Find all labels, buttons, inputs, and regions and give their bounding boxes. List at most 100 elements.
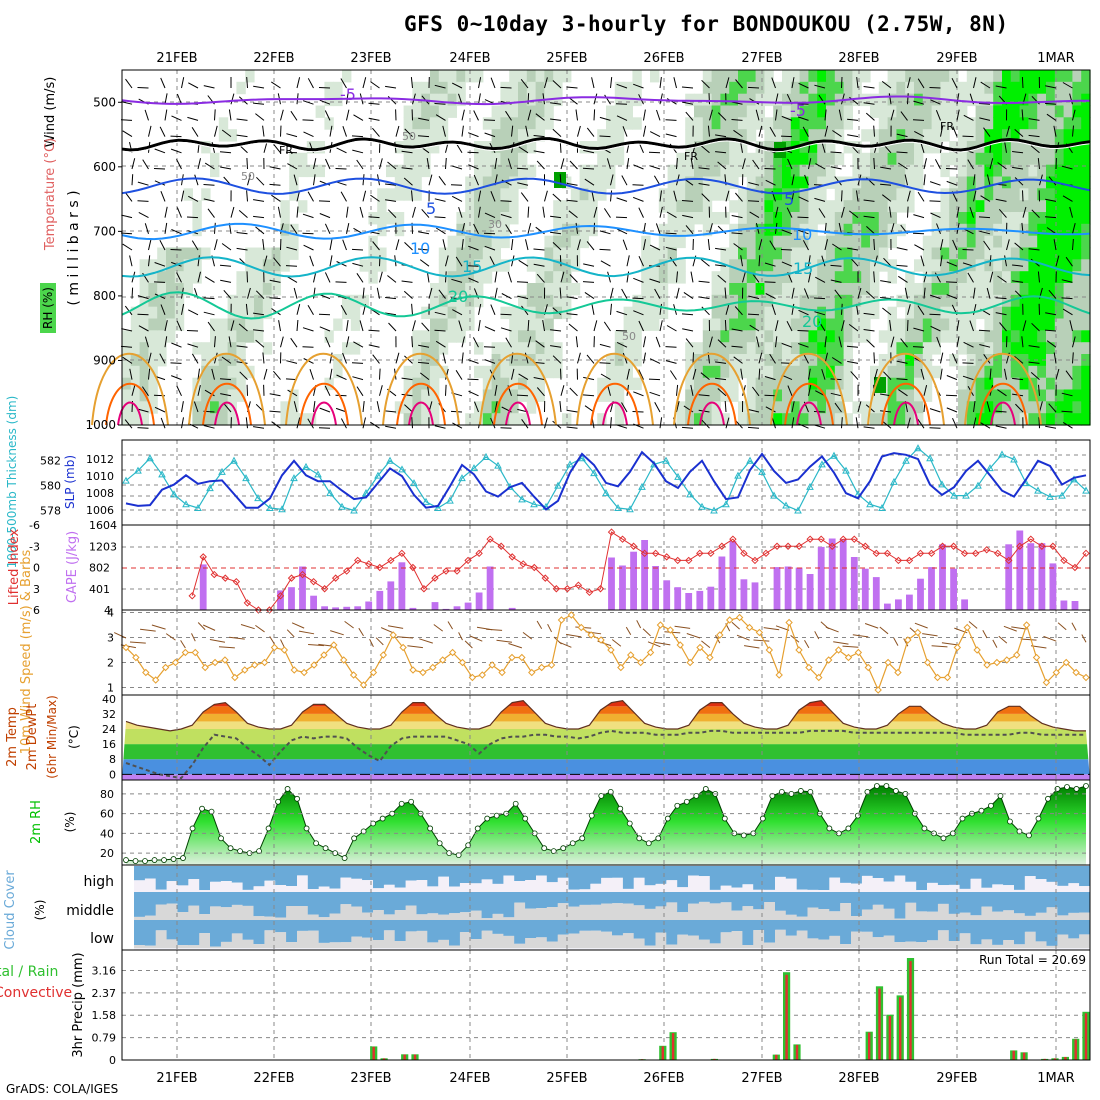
rh-shade-cell [966,235,977,249]
cloud-cell-gap [503,935,515,948]
cloud-cell [383,892,396,915]
wind-barb [917,418,925,429]
rh-shade-cell [914,129,924,142]
wind-barb [969,320,974,332]
wind-barb [435,114,446,121]
cloud-cell [503,866,515,876]
rh-shade-cell [764,235,774,249]
rh2m-point [427,825,434,832]
rh-shade-cell [799,389,809,402]
rh-shade-cell [139,413,149,426]
wind-barb [302,327,314,332]
thickness-ylabel: 1000-500mb Thickness (dm) [5,396,19,569]
wind-barb [372,354,380,364]
rh-shade-cell [456,212,466,225]
rh-shade-cell [271,271,281,284]
rh-shade-cell [878,93,889,107]
rh-shade-cell [614,389,625,402]
rh-shade-cell [958,389,968,402]
rh-shade-cell [782,105,792,118]
rh-shade-cell [579,188,589,201]
wind-barb [203,311,215,316]
cloud-cell [470,920,483,940]
rh-shade-cell [562,70,572,83]
wind-barb [764,394,776,397]
rh-shade-cell [764,164,774,178]
cloud-cell-gap [579,904,591,920]
cloud-cell-gap [927,940,939,948]
rh-shade-cell [1002,141,1012,154]
cape-bar [718,556,726,610]
rh-shade-cell [958,188,968,201]
wind-barb [1053,239,1057,251]
wind-barb [566,296,578,300]
li-point [729,535,737,543]
rh-shade-cell [526,105,537,118]
cloud-cell-gap [242,939,254,948]
precip-bar-convective [1064,1057,1067,1060]
rh-shade-cell [975,235,985,249]
wind-barb [709,109,713,121]
rh2m-point [873,783,880,789]
rh-shade-cell [922,93,933,107]
rh-shade-cell [834,342,845,355]
rh-shade-cell [210,389,220,402]
cape-tick-label: 1604 [89,519,117,532]
wind-barb [748,409,760,413]
rh-shade-cell [1010,306,1021,320]
rh-shade-cell [509,117,519,130]
wind-barb [552,80,562,89]
wind-barb [682,214,694,219]
isotherm-label: FR [279,144,293,157]
wind-barb [582,281,595,283]
rh-shade-cell [667,212,677,225]
wind-barb [419,259,430,267]
rh-shade-cell [456,330,466,343]
wind-barb [940,352,944,364]
cloud-cell-gap [1014,889,1026,892]
rh-shade-cell [509,105,519,118]
rh2m-point [408,798,415,805]
wind-barb [484,132,496,138]
wind-barb [351,135,364,138]
rh-shade-cell [1072,200,1082,213]
rh-shade-cell [289,401,299,414]
cloud-cell [872,892,885,905]
rh2m-point [893,788,899,794]
rh-shade-cell [870,235,880,249]
rh-shade-cell [729,294,739,308]
wind-barb [352,376,364,381]
thickness-point [758,467,766,475]
rh-shade-cell [553,212,563,225]
wind-barb [181,190,185,202]
rh-shade-cell [843,306,853,320]
wind-barb [930,325,941,332]
rh-shade-cell [931,259,941,272]
wind-barb [176,93,182,105]
wind-barb [527,206,530,218]
wind-barb [648,378,661,381]
wind-barb [824,239,828,251]
rh-shade-cell [914,389,924,402]
cloud-cell-gap [731,887,743,892]
rh-shade-cell [922,129,933,142]
wind-barb [137,408,149,413]
wind-barb [550,102,562,105]
rh-shade-cell [465,271,475,284]
rh-shade-cell [518,306,528,320]
wind-barb [137,295,149,300]
rh-shade-cell [421,413,431,426]
wind-barb [980,195,991,202]
rh-shade-cell [834,401,845,414]
rh-shade-cell [843,283,853,296]
wind-barb [946,180,958,186]
cloud-cell-gap [286,942,298,948]
rh-shade-cell [746,129,757,142]
wind-barb [847,118,859,121]
wind10m-point [716,631,724,639]
rh-shade-cell [1072,342,1082,355]
wind-barb [643,109,646,121]
cloud-cell [155,892,168,905]
rh-shade-cell [192,259,202,272]
rh-shade-cell [949,105,959,118]
